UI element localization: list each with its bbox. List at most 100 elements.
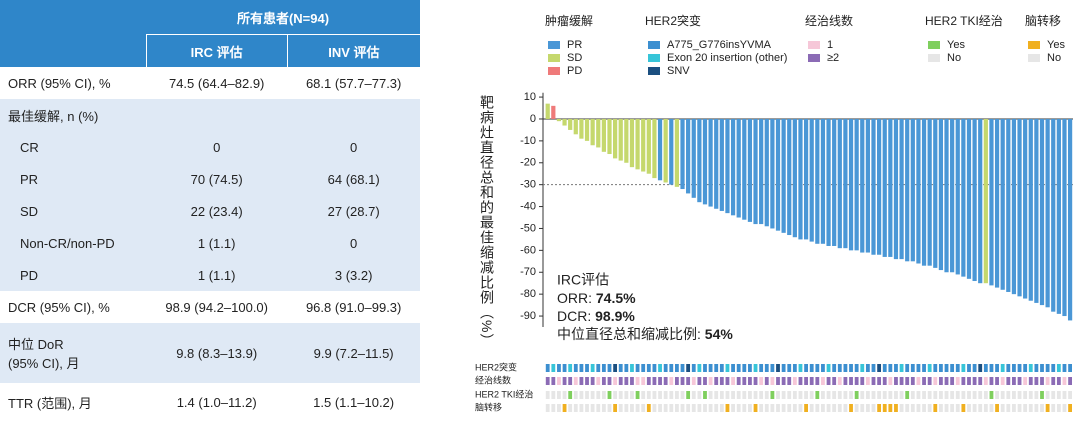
track-cell	[916, 404, 921, 412]
y-tick-label: 0	[530, 113, 536, 125]
bar	[905, 118, 910, 262]
track-cell	[815, 377, 820, 385]
annotation: ORR: 74.5%	[557, 290, 636, 306]
bar	[1062, 118, 1067, 317]
track-cell	[1017, 404, 1022, 412]
legend-swatch	[548, 67, 560, 75]
track-cell	[899, 377, 904, 385]
bar	[921, 118, 927, 266]
track-cell	[1028, 391, 1033, 399]
y-tick-label: -50	[520, 222, 536, 234]
track-cell	[860, 377, 865, 385]
track-cell	[1000, 364, 1005, 372]
track-cell	[843, 391, 848, 399]
legend-swatch	[1028, 41, 1040, 49]
bar	[1045, 118, 1050, 308]
track-cell	[1006, 364, 1011, 372]
track-cell	[888, 377, 893, 385]
track-cell	[983, 391, 988, 399]
track-cell	[697, 391, 702, 399]
bar	[1067, 118, 1073, 321]
track-cell	[899, 364, 904, 372]
track-cell	[719, 377, 724, 385]
row-label: CR	[0, 131, 147, 163]
track-cell	[905, 364, 910, 372]
y-tick-label: 10	[524, 91, 536, 103]
header-cell	[0, 0, 147, 35]
track-cell	[618, 404, 623, 412]
track-cell	[989, 391, 994, 399]
track-cell	[927, 391, 932, 399]
track-cell	[1017, 377, 1022, 385]
track-cell	[910, 404, 915, 412]
bar	[950, 118, 955, 273]
track-cell	[922, 364, 926, 372]
bar	[989, 118, 994, 286]
track-cell	[815, 404, 820, 412]
track-cell	[938, 364, 943, 372]
row: DCR (95% CI), % 98.9 (94.2–100.0) 96.8 (…	[0, 291, 420, 323]
y-axis-title: 靶病灶直径总和的最佳缩减比例（%）	[479, 95, 495, 348]
bar	[719, 118, 724, 211]
legend-label: PR	[567, 39, 582, 51]
track-cell	[933, 404, 938, 412]
track-cell	[849, 391, 853, 399]
track-cell	[1023, 377, 1028, 385]
track-cell	[950, 391, 955, 399]
bar	[697, 118, 702, 203]
bar	[803, 118, 809, 240]
track-cell	[770, 404, 775, 412]
track-cell	[714, 404, 719, 412]
bar	[691, 118, 696, 198]
track-cell	[972, 364, 977, 372]
legend-label: No	[1047, 52, 1061, 64]
track-cell	[821, 391, 825, 399]
track-cell	[955, 391, 960, 399]
track-cell	[691, 364, 696, 372]
track-cell	[753, 364, 758, 372]
track-cell	[652, 377, 657, 385]
track-cell	[742, 364, 747, 372]
track-cell	[703, 404, 707, 412]
row-label: ORR (95% CI), %	[8, 75, 111, 91]
track-cell	[933, 377, 938, 385]
cell: 0	[287, 131, 420, 163]
track-cell	[562, 364, 567, 372]
row: PD 1 (1.1) 3 (3.2)	[0, 259, 420, 291]
row-label: SD	[0, 195, 147, 227]
track-cell	[641, 404, 646, 412]
track-cell	[601, 377, 606, 385]
legend-swatch	[548, 54, 560, 62]
track-cell	[972, 391, 977, 399]
track-cell	[736, 364, 741, 372]
bar	[854, 118, 859, 251]
track-cell	[607, 377, 612, 385]
track-cell	[635, 391, 640, 399]
annotation: IRC评估	[557, 272, 609, 288]
track-cell	[658, 364, 662, 372]
row: Non-CR/non-PD 1 (1.1) 0	[0, 227, 420, 259]
row: PR 70 (74.5) 64 (68.1)	[0, 163, 420, 195]
track-cell	[680, 377, 685, 385]
track-cell	[944, 404, 949, 412]
track-cell	[860, 391, 865, 399]
bar	[1028, 118, 1033, 301]
bar	[994, 118, 1000, 288]
track-cell	[742, 377, 747, 385]
track-cell	[792, 404, 797, 412]
track-cell	[658, 391, 662, 399]
row-label: 中位 DoR (95% CI), 月	[0, 323, 147, 384]
track-cell	[590, 377, 595, 385]
track-cell	[618, 364, 623, 372]
track-cell	[764, 404, 769, 412]
track-cell	[832, 404, 837, 412]
track-cell	[669, 377, 674, 385]
track-cell	[731, 391, 735, 399]
bar	[978, 118, 983, 284]
track-cell	[719, 391, 724, 399]
bar	[674, 118, 680, 187]
track-cell	[764, 377, 769, 385]
bar	[1051, 118, 1056, 312]
track-cell	[669, 364, 674, 372]
